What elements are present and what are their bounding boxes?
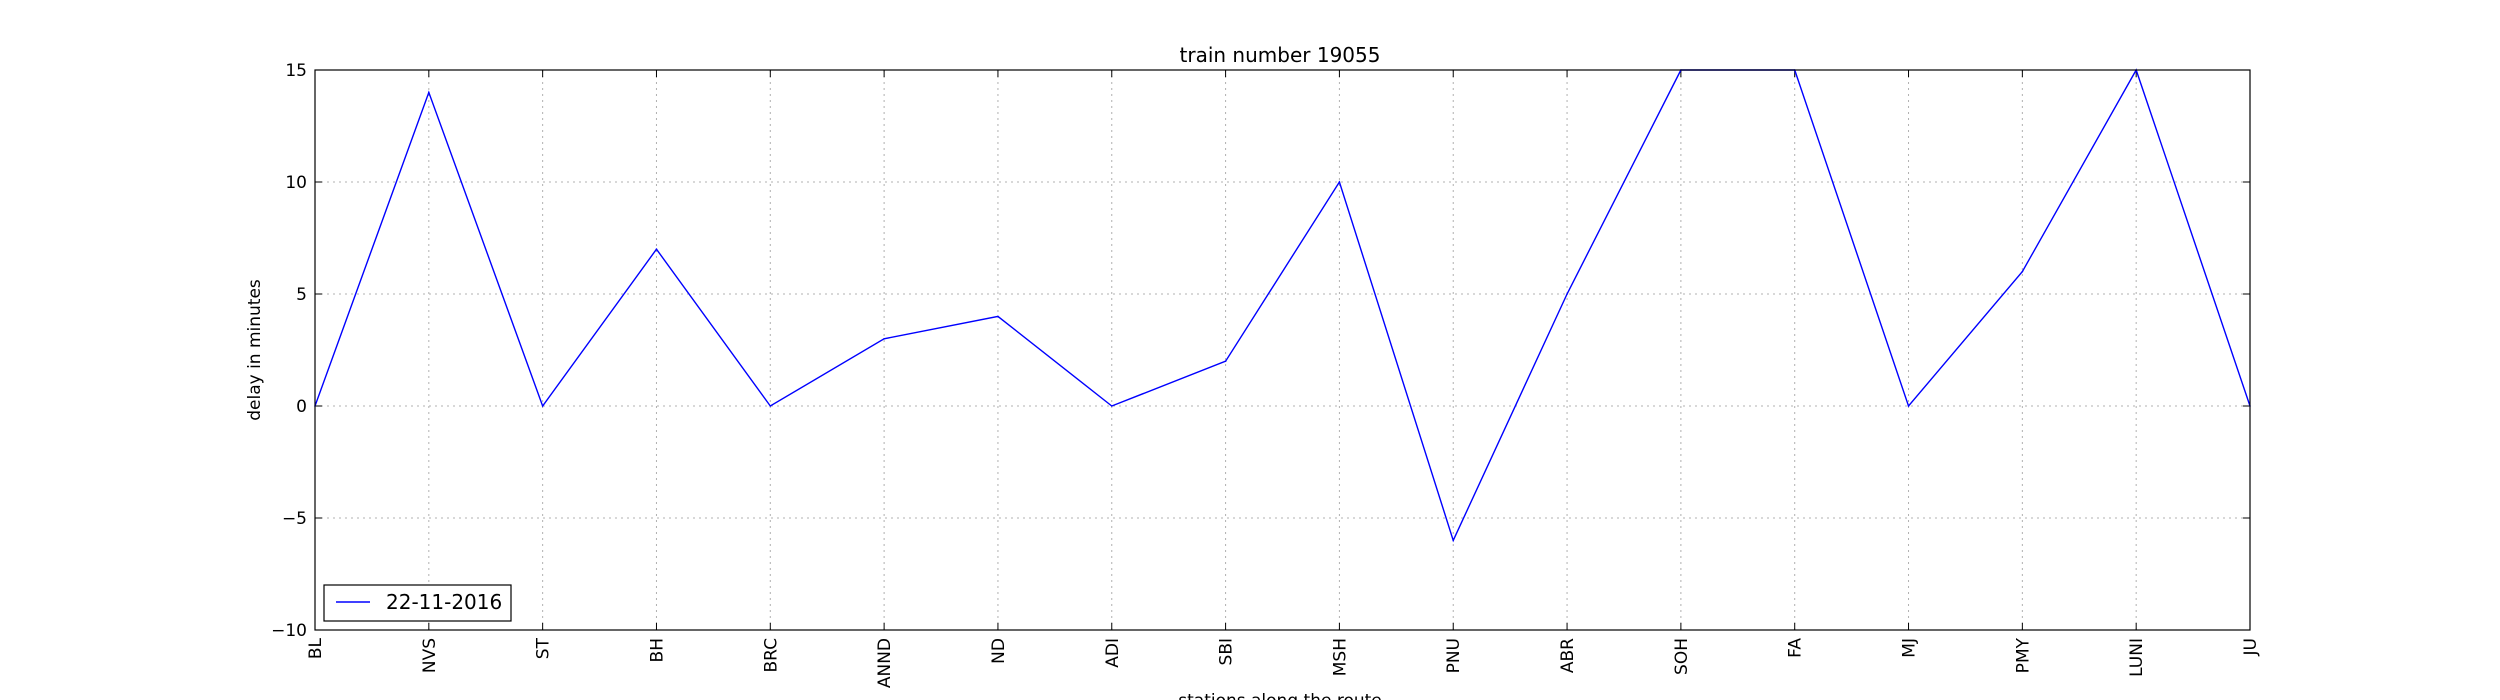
data-point: [997, 315, 999, 318]
y-ticks: −10 −5 0 5 10 15: [271, 61, 2250, 641]
x-tick-label: NVS: [420, 638, 440, 673]
chart-title: train number 19055: [1180, 43, 1381, 67]
x-tick-label: FA: [1786, 638, 1806, 658]
plot-frame: [314, 69, 2251, 631]
y-tick-label: −10: [271, 621, 307, 641]
x-tick-label: BL: [306, 637, 326, 659]
data-point: [428, 91, 430, 94]
data-point: [1110, 405, 1113, 407]
x-tick-label: MSH: [1330, 638, 1350, 676]
x-tick-label: MJ: [1900, 638, 1920, 658]
x-tick-label: SOH: [1672, 638, 1692, 675]
data-point: [883, 338, 885, 340]
plot-background: [315, 70, 2250, 630]
data-point: [1566, 293, 1568, 295]
x-tick-label: BH: [647, 638, 667, 662]
data-point: [1907, 405, 1910, 407]
data-point: [2021, 270, 2024, 273]
data-point: [1452, 539, 1455, 542]
series-line: [314, 68, 2251, 543]
x-tick-label: SBI: [1217, 638, 1237, 665]
y-tick-label: 15: [285, 61, 307, 81]
x-tick-label: ANND: [875, 638, 895, 688]
x-tick-label: ADI: [1103, 638, 1123, 668]
x-tick-label: ND: [989, 638, 1009, 664]
legend-label: 22-11-2016: [386, 590, 502, 614]
x-tick-label: ST: [534, 637, 554, 659]
y-tick-label: 5: [296, 285, 307, 305]
x-axis-label: stations along the route: [1178, 691, 1382, 700]
x-tick-label: BRC: [761, 638, 781, 673]
y-axis-label: delay in minutes: [245, 279, 265, 421]
data-point: [1338, 181, 1341, 183]
y-tick-label: −5: [282, 509, 307, 529]
x-tick-label: LUNI: [2127, 638, 2147, 677]
data-point: [769, 405, 772, 407]
y-tick-label: 0: [296, 397, 307, 417]
data-point: [655, 248, 658, 250]
legend-box: [323, 584, 512, 622]
x-tick-label: PNU: [1444, 638, 1464, 673]
x-tick-label: JU: [2241, 638, 2261, 656]
x-tick-label: PMY: [2013, 637, 2033, 673]
legend: 22-11-2016: [323, 584, 512, 622]
x-ticks: BL NVS ST BH BRC ANND ND ADI SBI MSH PNU ABR SOH FA MJ…: [306, 70, 2261, 688]
data-point: [1224, 360, 1227, 363]
data-point: [541, 405, 544, 407]
x-tick-label: ABR: [1558, 638, 1578, 673]
y-tick-label: 10: [285, 173, 307, 193]
